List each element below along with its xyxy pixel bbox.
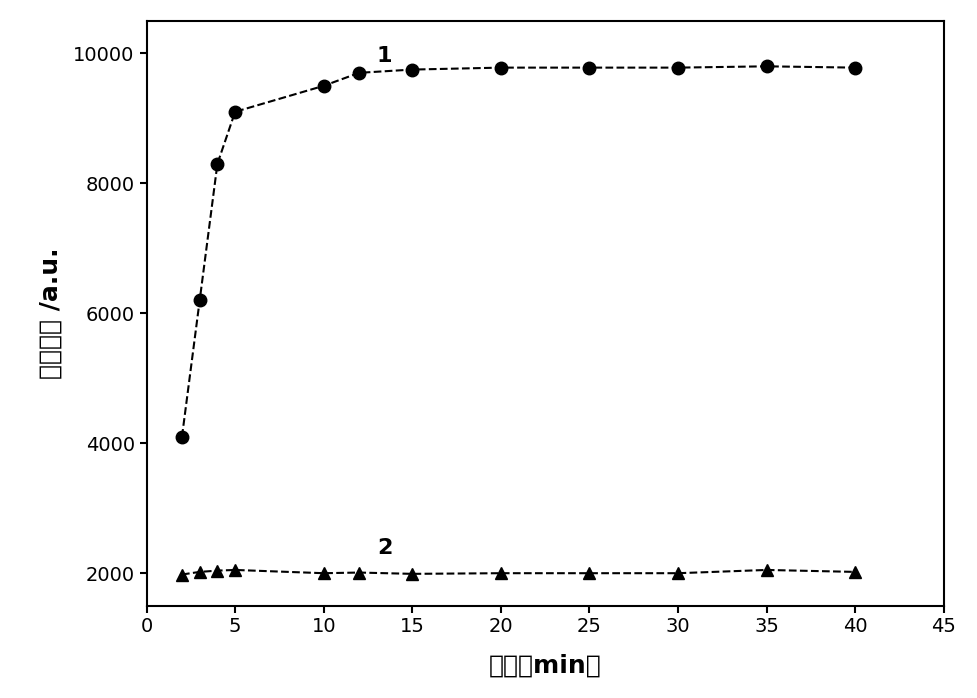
X-axis label: 时间（min）: 时间（min） <box>488 653 602 677</box>
Text: 1: 1 <box>377 46 393 66</box>
Text: 荧光强度 /a.u.: 荧光强度 /a.u. <box>39 248 63 379</box>
Text: 2: 2 <box>377 537 392 558</box>
